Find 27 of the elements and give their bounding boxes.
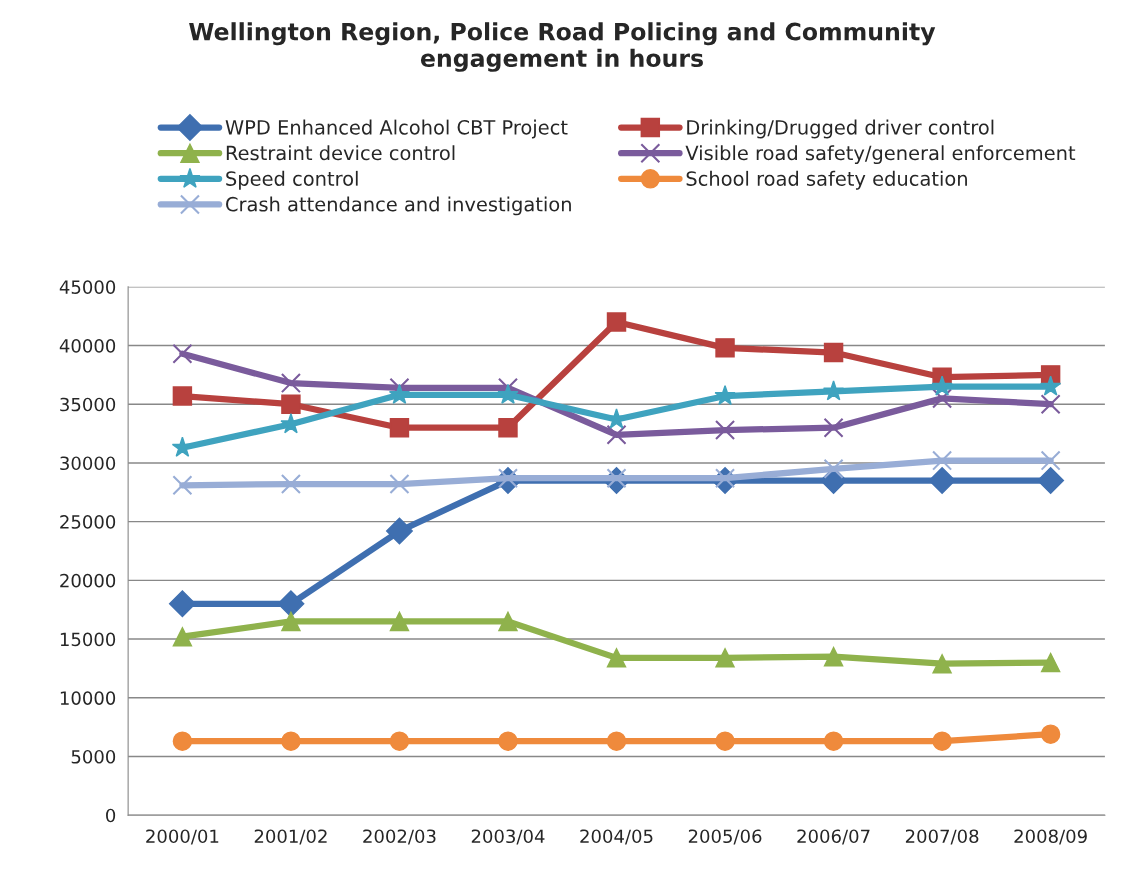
y-tick-label: 5000: [71, 749, 116, 764]
y-tick-label: 25000: [60, 515, 116, 529]
x-tick-label: 2008/09: [1014, 829, 1087, 845]
x-tick-label: 2003/04: [471, 829, 545, 845]
y-tick-label: 35000: [60, 397, 116, 412]
y-tick-label: 15000: [60, 632, 116, 647]
legend-label: Restraint device control: [226, 145, 455, 161]
x-tick-label: 2002/03: [363, 829, 436, 845]
legend-label: WPD Enhanced Alcohol CBT Project: [225, 119, 568, 139]
y-tick-label: 40000: [59, 338, 116, 353]
x-tick-label: 2001/02: [254, 829, 327, 845]
legend-label: Visible road safety/general enforcement: [685, 145, 1076, 165]
y-tick-label: 20000: [60, 573, 116, 588]
x-tick-label: 2004/05: [580, 829, 653, 845]
legend-label: School road safety education: [686, 170, 967, 190]
x-tick-label: 2005/06: [688, 829, 762, 845]
x-tick-label: 2000/01: [146, 829, 219, 845]
x-tick-label: 2007/08: [905, 829, 979, 845]
x-tick-label: 2006/07: [797, 829, 870, 845]
y-tick-label: 45000: [59, 280, 116, 294]
chart-title: Wellington Region, Police Road Policing and Community engagement in hours: [189, 22, 936, 72]
legend-label: Crash attendance and investigation: [226, 196, 571, 216]
y-tick-label: 10000: [60, 691, 116, 705]
legend-label: Drinking/Drugged driver control: [687, 119, 994, 139]
y-tick-label: 0: [106, 808, 116, 823]
legend-label: Speed control: [226, 170, 358, 190]
y-tick-label: 30000: [60, 456, 116, 471]
